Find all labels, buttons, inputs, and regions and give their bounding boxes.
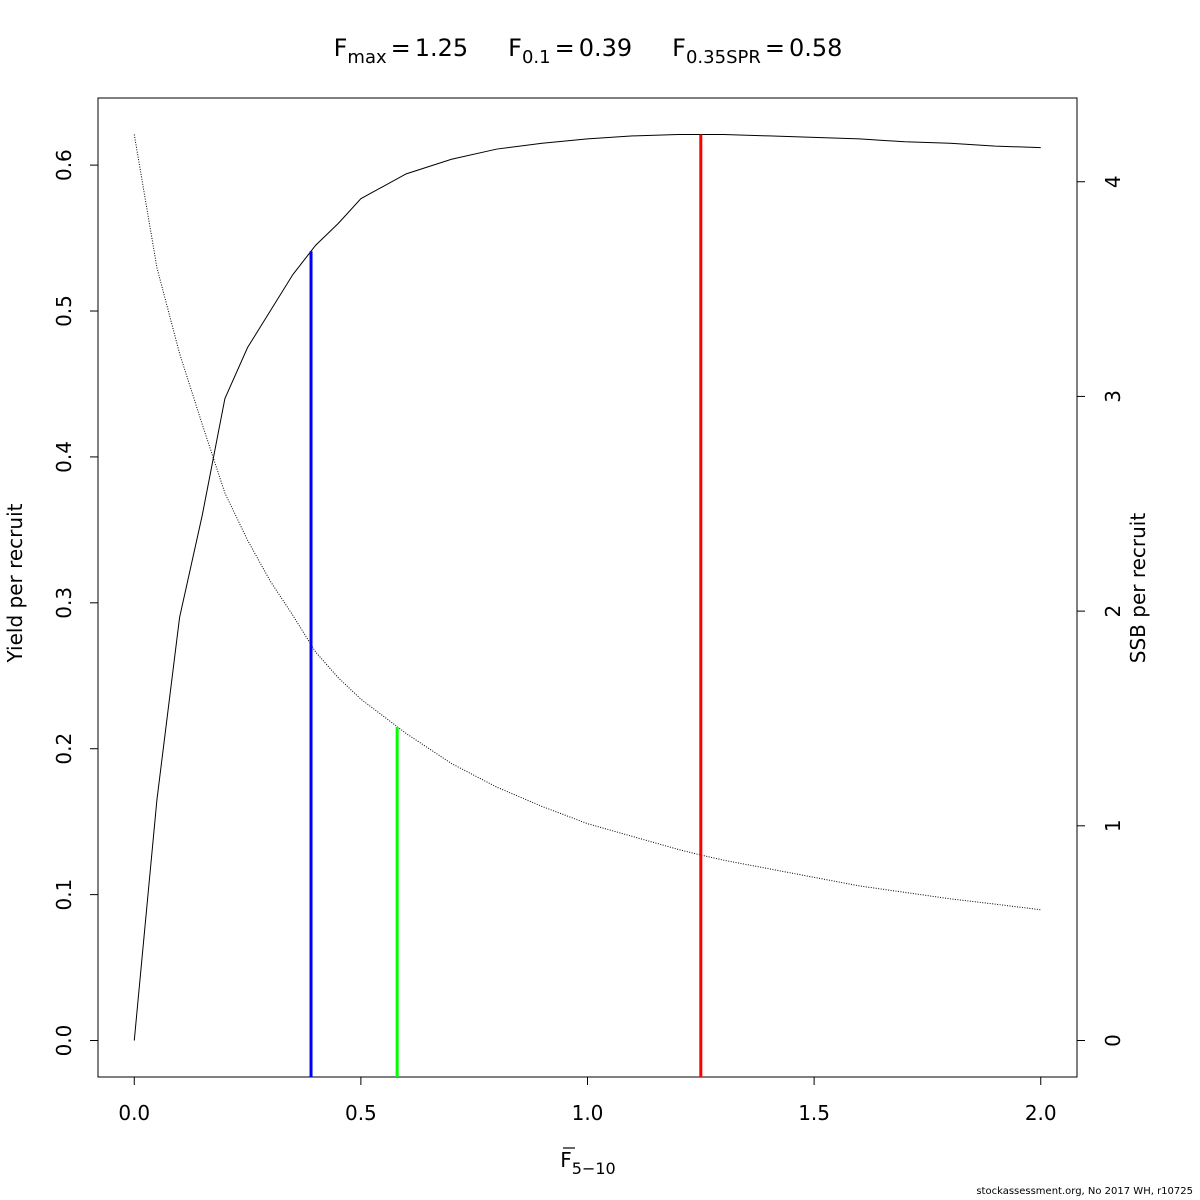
x-tick-label: 0.5 (345, 1101, 377, 1125)
yield-curve (133, 133, 1041, 1041)
x-axis-label: F5−10 (560, 1148, 615, 1178)
x-tick-label: 0.0 (118, 1101, 150, 1125)
chart-title: Fmax = 1.25 F0.1 = 0.39 F0.35SPR = 0.58 (334, 34, 843, 68)
y2-tick-label: 1 (1101, 819, 1125, 832)
x-tick-label: 1.5 (798, 1101, 830, 1125)
footnote: stockassessment.org, No 2017 WH, r10725 (976, 1186, 1193, 1197)
y2-axis-label: SSB per recruit (1126, 513, 1150, 664)
x-tick-label: 1.0 (572, 1101, 604, 1125)
x-label-subscript: 5−10 (572, 1159, 616, 1178)
title-symbol: F (334, 34, 348, 62)
y-tick-label: 0.3 (52, 587, 76, 619)
title-relation: = (391, 34, 411, 62)
title-value: 1.25 (415, 34, 468, 62)
plot-frame (97, 97, 1078, 1078)
ssb-curve (133, 134, 1041, 911)
x-label-symbol: F (560, 1148, 572, 1172)
title-subscript: 0.35SPR (686, 47, 761, 68)
y2-tick-label: 2 (1101, 605, 1125, 618)
y2-tick-label: 4 (1101, 175, 1125, 188)
x-tick-label: 2.0 (1025, 1101, 1057, 1125)
title-relation: = (765, 34, 785, 62)
y-tick-label: 0.4 (52, 441, 76, 473)
y-tick-label: 0.1 (52, 879, 76, 911)
title-symbol: F (672, 34, 686, 62)
title-value: 0.39 (579, 34, 632, 62)
title-value: 0.58 (789, 34, 842, 62)
y-axis-label: Yield per recruit (3, 503, 27, 663)
y-tick-label: 0.0 (52, 1025, 76, 1057)
y2-tick-label: 0 (1101, 1034, 1125, 1047)
title-relation: = (555, 34, 575, 62)
title-symbol: F (508, 34, 522, 62)
y-tick-label: 0.5 (52, 295, 76, 327)
y-tick-label: 0.6 (52, 149, 76, 181)
title-subscript: 0.1 (522, 47, 551, 68)
y2-tick-label: 3 (1101, 390, 1125, 403)
y-tick-label: 0.2 (52, 733, 76, 765)
title-subscript: max (347, 47, 387, 68)
